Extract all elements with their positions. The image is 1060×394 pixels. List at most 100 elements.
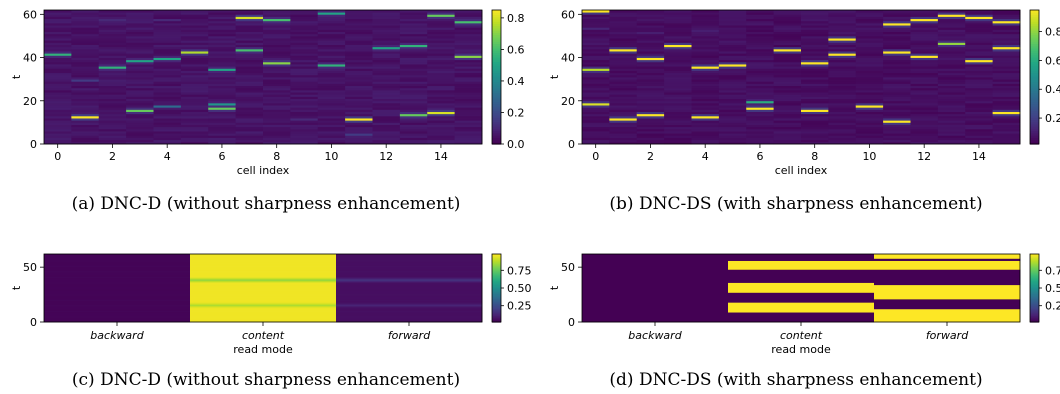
heatmap-cell [427, 27, 456, 30]
heatmap-cell [345, 12, 373, 15]
heatmap-cell [746, 113, 775, 117]
colorbar-segment [1030, 123, 1039, 127]
heatmap-cell [98, 139, 127, 143]
heatmap-cell [609, 48, 638, 52]
colorbar-segment [492, 257, 501, 260]
heatmap-cell [98, 111, 127, 115]
colorbar-segment [492, 41, 501, 45]
colorbar-segment [492, 126, 501, 129]
heatmap-cell [336, 294, 483, 297]
colorbar-segment [1030, 310, 1039, 313]
colorbar-segment [492, 309, 501, 312]
heatmap-cell [691, 10, 720, 13]
heatmap-cell [801, 141, 829, 145]
heatmap-cell [773, 46, 802, 50]
heatmap-cell [773, 51, 802, 54]
heatmap-cell [454, 40, 483, 43]
heatmap-cell [965, 10, 994, 13]
colorbar-segment [492, 56, 501, 60]
heatmap-cell [399, 51, 428, 54]
heatmap-cell [746, 68, 775, 71]
colorbar-segment [1030, 274, 1039, 277]
colorbar-segment [492, 30, 501, 33]
heatmap-cell [937, 31, 966, 35]
heatmap-cell [609, 40, 638, 43]
heatmap-cell [582, 16, 610, 20]
heatmap-cell [883, 118, 911, 121]
heatmap-cell [883, 68, 911, 71]
heatmap-cell [582, 89, 610, 93]
heatmap-cell [992, 128, 1021, 132]
heatmap-cell [317, 139, 346, 143]
colorbar-segment [492, 132, 501, 136]
heatmap-cell [153, 133, 182, 136]
heatmap-cell [828, 77, 857, 80]
heatmap-cell [263, 59, 291, 63]
heatmap-cell [44, 254, 191, 256]
heatmap-cell [883, 27, 911, 30]
heatmap-cell [345, 89, 373, 93]
heatmap-cell [235, 10, 264, 13]
heatmap-cell [208, 12, 237, 15]
heatmap-cell [801, 29, 829, 33]
colorbar-segment [1030, 114, 1039, 118]
heatmap-cell [691, 135, 720, 138]
heatmap-cell [910, 33, 939, 37]
heatmap-cell [345, 61, 373, 65]
heatmap-cell [44, 269, 191, 271]
heatmap-cell [773, 38, 802, 41]
heatmap-cell [965, 92, 994, 95]
heatmap-cell [691, 53, 720, 56]
heatmap-cell [336, 267, 483, 269]
heatmap-cell [44, 61, 72, 65]
colorbar-segment [492, 315, 501, 317]
heatmap-cell [801, 131, 829, 134]
heatmap-cell [883, 64, 911, 67]
heatmap-cell [44, 289, 191, 291]
heatmap-cell [290, 70, 319, 74]
heatmap-cell [746, 79, 775, 82]
heatmap-cell [263, 38, 291, 41]
heatmap-cell [71, 51, 100, 54]
heatmap-cell [44, 33, 72, 37]
colorbar-segment [1030, 305, 1039, 307]
heatmap-cell [180, 111, 209, 115]
heatmap-cell [190, 291, 337, 293]
colorbar-tick-label: 0.4 [1045, 83, 1060, 96]
heatmap-cell [399, 85, 428, 89]
heatmap-cell [582, 107, 610, 110]
heatmap-cell [153, 74, 182, 78]
heatmap-cell [235, 124, 264, 128]
heatmap-cell [427, 100, 456, 104]
heatmap-cell [153, 77, 182, 80]
y-tick-label: 60 [23, 8, 37, 21]
heatmap-cell [992, 44, 1021, 48]
heatmap-cell [910, 141, 939, 145]
heatmap-cell [828, 12, 857, 15]
heatmap-segment [728, 292, 875, 303]
heatmap-cell [718, 79, 747, 82]
colorbar-segment [492, 283, 501, 286]
heatmap-cell [71, 33, 100, 37]
heatmap-cell [427, 81, 456, 84]
heatmap-cell [345, 87, 373, 91]
heatmap-cell [773, 102, 802, 106]
heatmap-cell [746, 100, 775, 104]
heatmap-cell [828, 111, 857, 115]
heatmap-cell [290, 27, 319, 30]
heatmap-cell [609, 22, 638, 26]
colorbar-segment [1030, 284, 1039, 287]
heatmap-cell [71, 68, 100, 71]
heatmap-cell [454, 81, 483, 84]
heatmap-cell [399, 105, 428, 108]
heatmap-cell [691, 124, 720, 128]
heatmap-cell [126, 107, 154, 110]
colorbar-segment [492, 293, 501, 296]
heatmap-cell [98, 33, 127, 37]
colorbar-segment [492, 16, 501, 20]
heatmap-cell [44, 27, 72, 30]
heatmap-cell [153, 111, 182, 115]
heatmap-cell [126, 105, 154, 108]
heatmap-cell [910, 107, 939, 110]
heatmap-cell [427, 42, 456, 45]
